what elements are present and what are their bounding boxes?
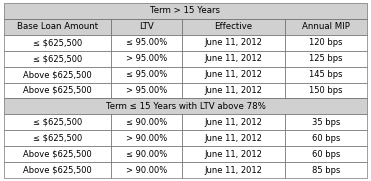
Bar: [182, 67, 285, 83]
Bar: [111, 51, 182, 67]
Bar: [4, 114, 111, 130]
Text: > 90.00%: > 90.00%: [126, 134, 167, 143]
Text: ≤ 95.00%: ≤ 95.00%: [126, 70, 167, 79]
Text: ≤ $625,500: ≤ $625,500: [33, 134, 82, 143]
Bar: [4, 162, 111, 178]
Text: June 11, 2012: June 11, 2012: [204, 54, 262, 63]
Text: Annual MIP: Annual MIP: [302, 22, 350, 31]
Text: June 11, 2012: June 11, 2012: [204, 70, 262, 79]
Text: 85 bps: 85 bps: [312, 166, 340, 175]
Text: 35 bps: 35 bps: [312, 118, 340, 127]
Bar: [285, 19, 367, 35]
Bar: [111, 114, 182, 130]
Text: Above $625,500: Above $625,500: [23, 166, 92, 175]
Bar: [111, 35, 182, 51]
Text: 120 bps: 120 bps: [309, 38, 342, 47]
Bar: [182, 51, 285, 67]
Bar: [285, 35, 367, 51]
Text: 150 bps: 150 bps: [309, 86, 342, 95]
Bar: [285, 130, 367, 146]
Text: ≤ 90.00%: ≤ 90.00%: [126, 150, 167, 159]
Text: ≤ $625,500: ≤ $625,500: [33, 38, 82, 47]
Text: > 95.00%: > 95.00%: [126, 54, 167, 63]
Text: 125 bps: 125 bps: [309, 54, 342, 63]
Text: ≤ $625,500: ≤ $625,500: [33, 54, 82, 63]
Bar: [285, 162, 367, 178]
Text: ≤ 95.00%: ≤ 95.00%: [126, 38, 167, 47]
Bar: [182, 35, 285, 51]
Text: Above $625,500: Above $625,500: [23, 86, 92, 95]
Bar: [4, 35, 111, 51]
Text: LTV: LTV: [139, 22, 154, 31]
Bar: [285, 114, 367, 130]
Bar: [182, 130, 285, 146]
Text: June 11, 2012: June 11, 2012: [204, 150, 262, 159]
Text: Effective: Effective: [214, 22, 253, 31]
Text: 60 bps: 60 bps: [312, 150, 340, 159]
Text: June 11, 2012: June 11, 2012: [204, 118, 262, 127]
Bar: [285, 83, 367, 98]
Text: Above $625,500: Above $625,500: [23, 150, 92, 159]
Bar: [4, 51, 111, 67]
Bar: [111, 19, 182, 35]
Text: Term > 15 Years: Term > 15 Years: [151, 6, 220, 15]
Bar: [4, 98, 367, 114]
Text: > 95.00%: > 95.00%: [126, 86, 167, 95]
Bar: [4, 146, 111, 162]
Text: June 11, 2012: June 11, 2012: [204, 166, 262, 175]
Text: Above $625,500: Above $625,500: [23, 70, 92, 79]
Text: ≤ $625,500: ≤ $625,500: [33, 118, 82, 127]
Text: Base Loan Amount: Base Loan Amount: [17, 22, 98, 31]
Bar: [111, 162, 182, 178]
Text: June 11, 2012: June 11, 2012: [204, 38, 262, 47]
Bar: [182, 19, 285, 35]
Text: ≤ 90.00%: ≤ 90.00%: [126, 118, 167, 127]
Bar: [4, 67, 111, 83]
Text: > 90.00%: > 90.00%: [126, 166, 167, 175]
Bar: [182, 114, 285, 130]
Bar: [182, 83, 285, 98]
Bar: [182, 162, 285, 178]
Bar: [111, 67, 182, 83]
Bar: [285, 146, 367, 162]
Bar: [4, 3, 367, 19]
Text: June 11, 2012: June 11, 2012: [204, 134, 262, 143]
Text: Term ≤ 15 Years with LTV above 78%: Term ≤ 15 Years with LTV above 78%: [106, 102, 265, 111]
Bar: [111, 146, 182, 162]
Text: 145 bps: 145 bps: [309, 70, 342, 79]
Bar: [285, 51, 367, 67]
Bar: [4, 19, 111, 35]
Text: 60 bps: 60 bps: [312, 134, 340, 143]
Text: June 11, 2012: June 11, 2012: [204, 86, 262, 95]
Bar: [111, 130, 182, 146]
Bar: [111, 83, 182, 98]
Bar: [4, 83, 111, 98]
Bar: [182, 146, 285, 162]
Bar: [285, 67, 367, 83]
Bar: [4, 130, 111, 146]
